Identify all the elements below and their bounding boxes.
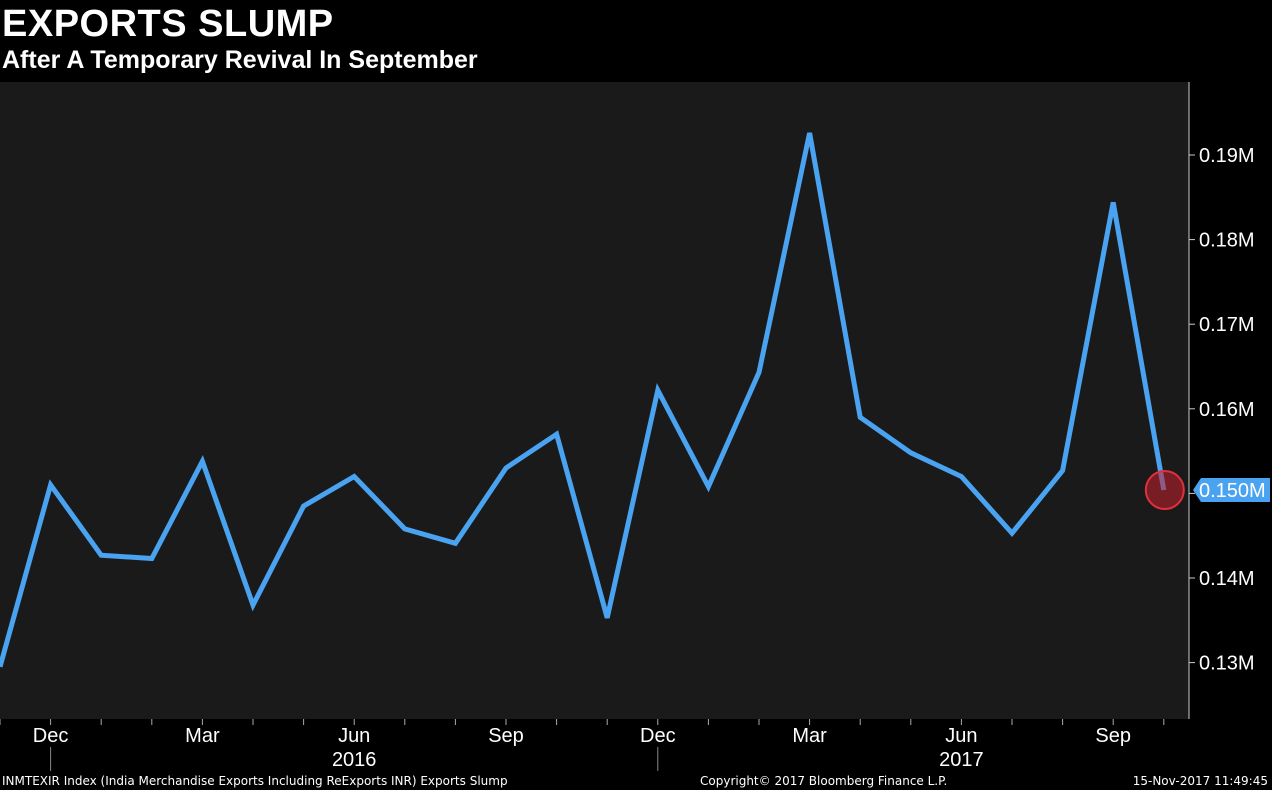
y-tick-label: 0.13M <box>1199 653 1255 675</box>
x-tick-label: Mar <box>185 725 220 747</box>
x-tick-label: Sep <box>1095 725 1131 747</box>
line-chart: 0.13M 0.14M 0.16M 0.17M 0.18M 0.19M Dec Mar Jun S… <box>0 82 1270 771</box>
year-label: 2016 <box>332 749 377 771</box>
x-tick-label: Mar <box>792 725 827 747</box>
x-tick-label: Dec <box>640 725 676 747</box>
last-value-label: 0.150M <box>1199 480 1266 502</box>
y-tick-label: 0.18M <box>1199 230 1255 252</box>
x-tick-label: Sep <box>488 725 524 747</box>
series-line <box>0 132 1167 668</box>
source-note: INMTEXIR Index (India Merchandise Export… <box>2 774 508 788</box>
chart-title: EXPORTS SLUMP <box>2 3 334 45</box>
chart-subtitle: After A Temporary Revival In September <box>2 46 478 74</box>
plot-area <box>0 82 1189 719</box>
y-tick-label: 0.17M <box>1199 314 1255 336</box>
last-point-highlight <box>1144 470 1185 511</box>
year-label: 2017 <box>939 749 984 771</box>
y-tick-label: 0.19M <box>1199 145 1255 167</box>
y-tick-label: 0.14M <box>1199 568 1255 590</box>
x-tick-label: Jun <box>945 725 977 747</box>
y-tick-label: 0.16M <box>1199 399 1255 421</box>
x-tick-label: Jun <box>338 725 370 747</box>
last-value-tag <box>1193 478 1270 503</box>
copyright-note: Copyright© 2017 Bloomberg Finance L.P. <box>700 774 948 788</box>
timestamp: 15-Nov-2017 11:49:45 <box>1132 774 1268 788</box>
x-tick-label: Dec <box>33 725 69 747</box>
